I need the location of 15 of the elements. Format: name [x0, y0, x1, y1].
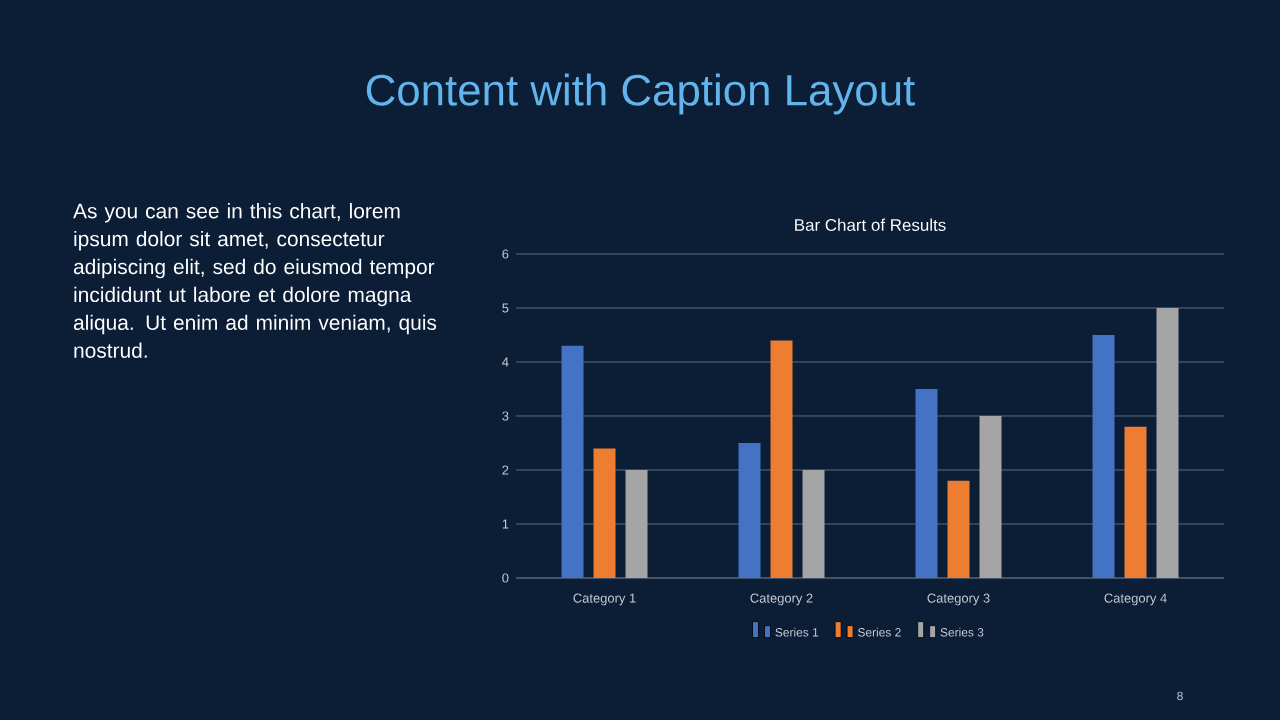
chart-subtitle: Bar Chart of Results: [795, 218, 946, 231]
chart-title: Content with Caption Layout: [366, 73, 915, 115]
bar: [947, 480, 970, 578]
bar: [1124, 426, 1147, 578]
bar: [1092, 334, 1115, 578]
bar: [625, 470, 648, 578]
bar: [561, 345, 584, 578]
bar: [770, 340, 793, 578]
bar: [802, 470, 825, 578]
bar: [1156, 307, 1179, 578]
bar: [738, 443, 761, 578]
text: As you can see in this chart, lorem ipsum dolor sit amet, consectetur adipiscing elit, sed do eiusmod tempor incididunt ut labore et dolore magna aliqua. Ut enim ad minim veniam, quis nostrud.: [73, 203, 437, 358]
bar: [979, 416, 1002, 578]
bar: [915, 389, 938, 578]
bar: [593, 448, 616, 578]
